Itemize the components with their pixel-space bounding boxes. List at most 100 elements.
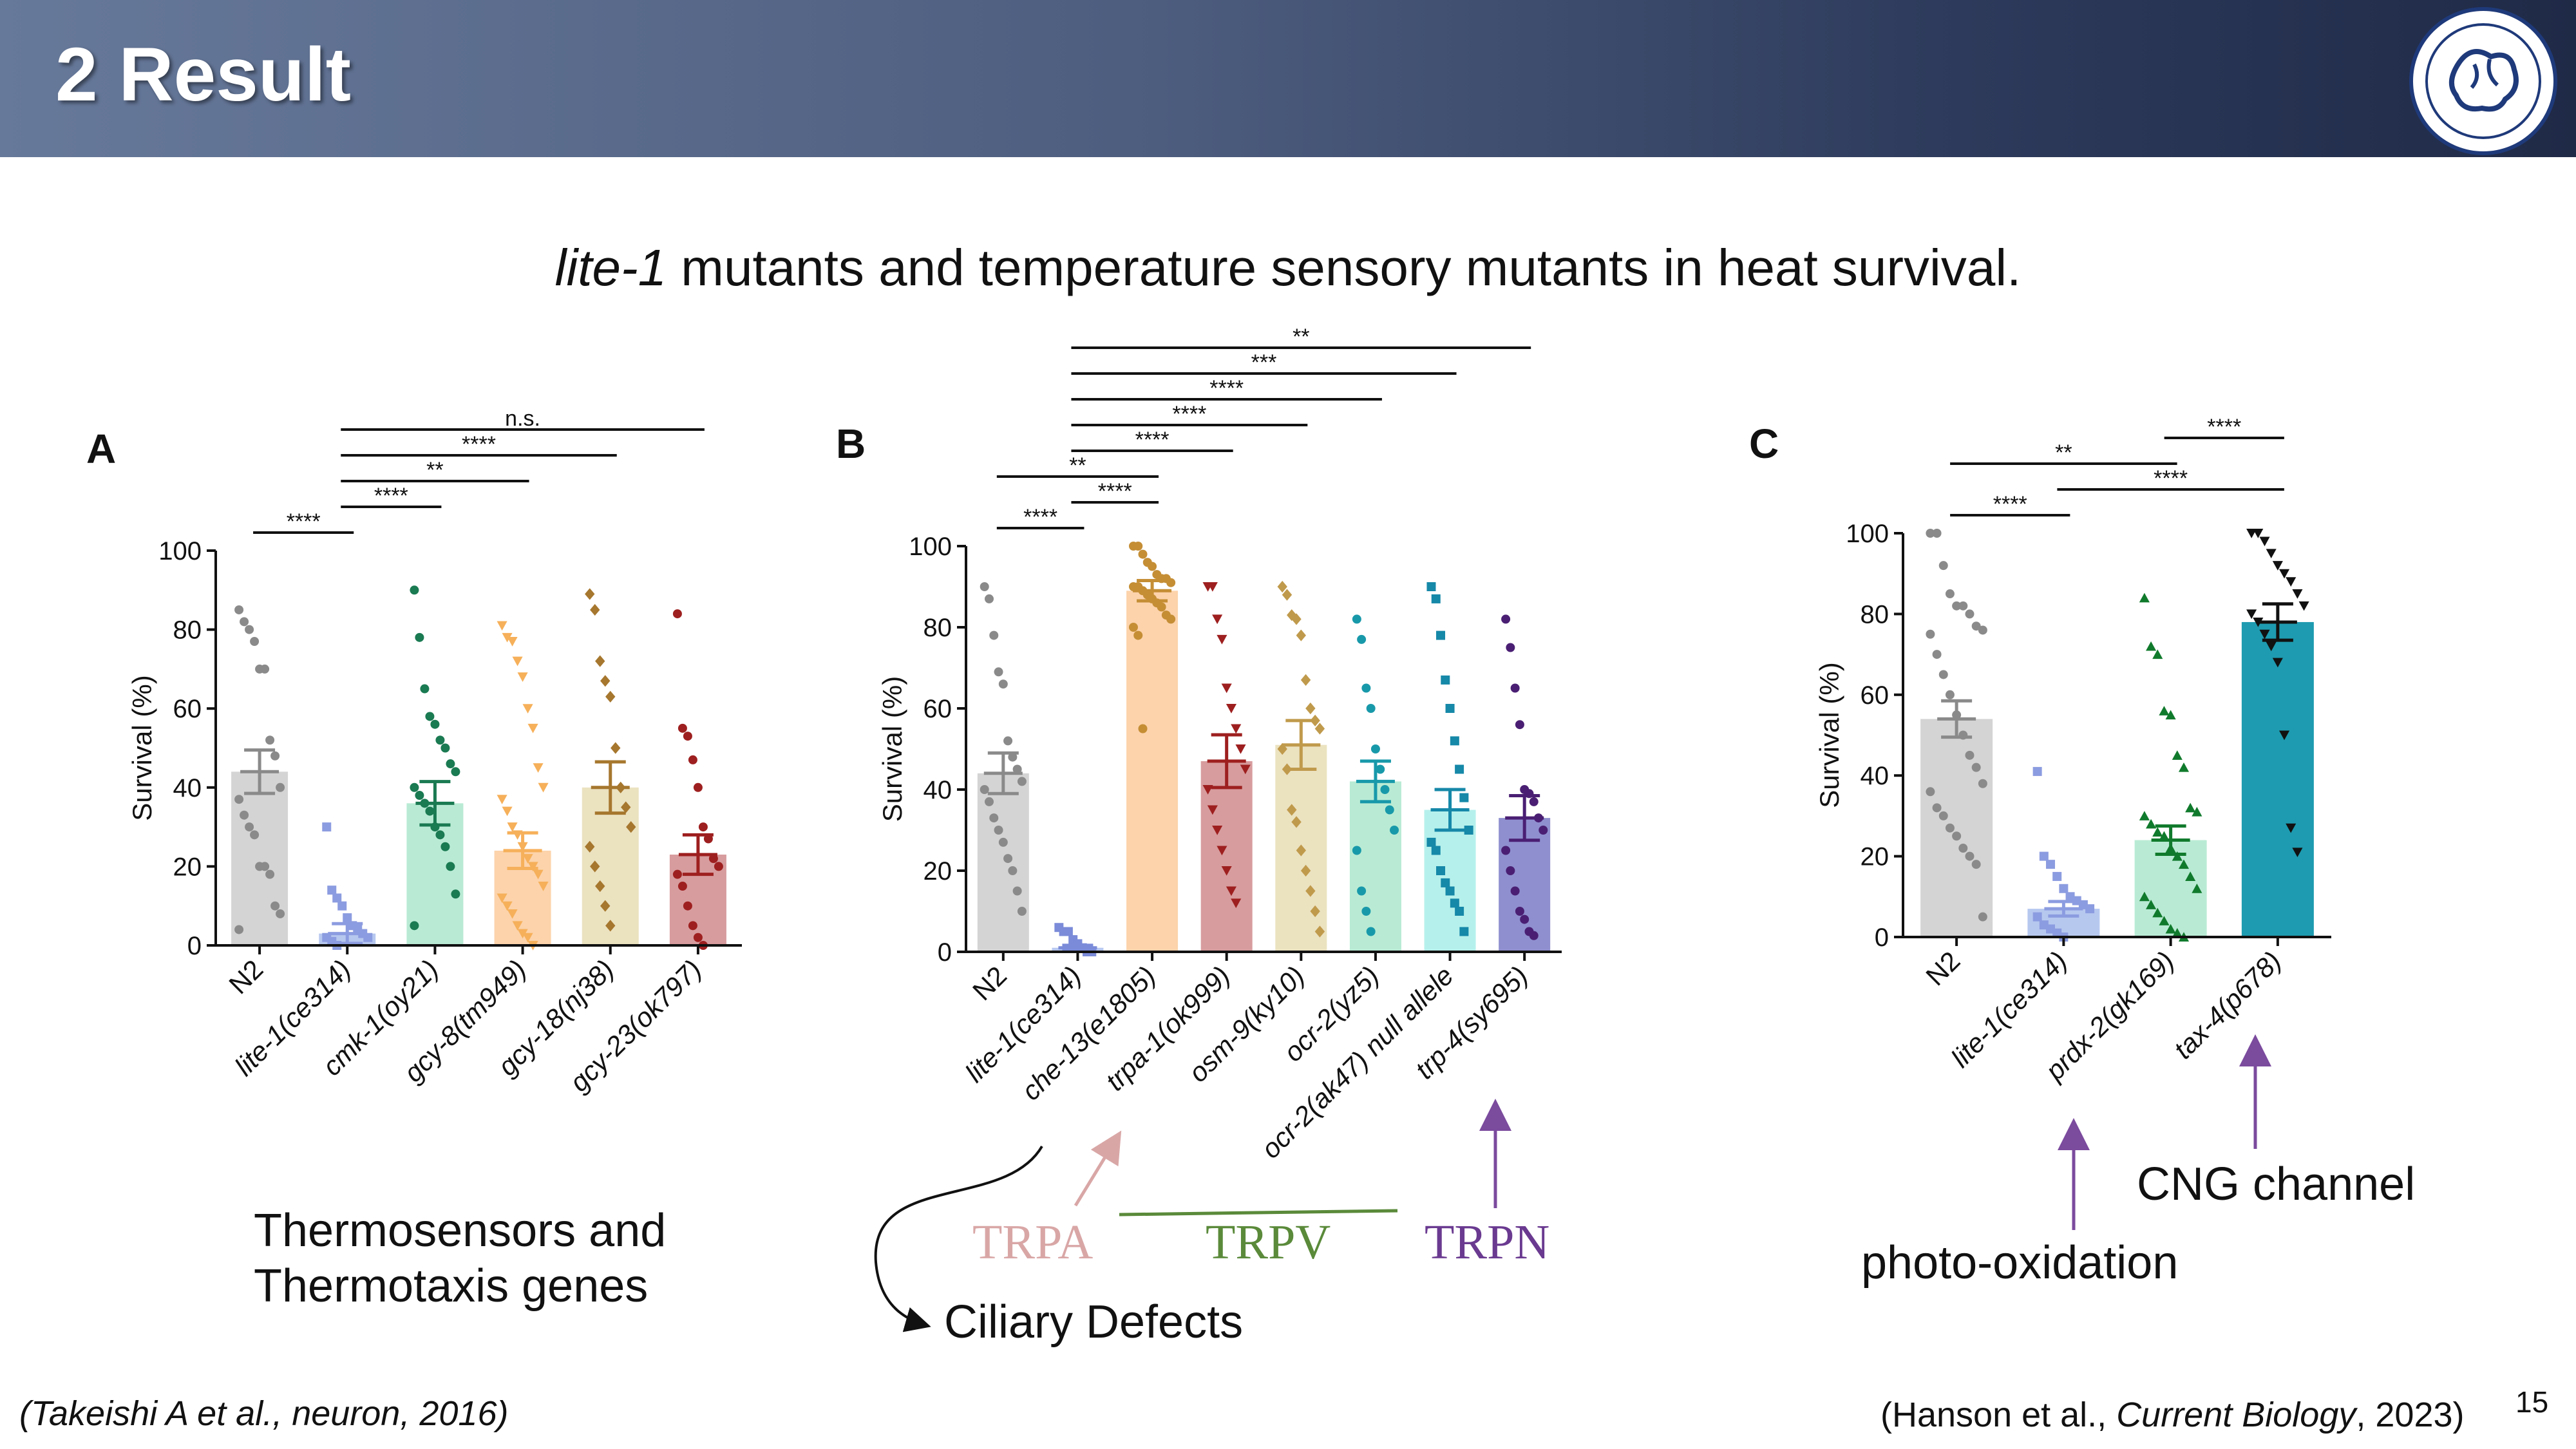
data-point [2032,766,2042,776]
data-point [250,830,260,840]
data-point [2039,851,2049,861]
data-point [1063,927,1073,936]
data-point [693,782,703,792]
data-point [415,632,424,642]
data-point [683,732,692,741]
bar-3 [1200,761,1253,952]
data-point [600,900,611,912]
significance-label: *** [1251,350,1277,375]
significance-label: **** [1209,376,1244,401]
data-point [1390,826,1399,835]
data-point [1300,674,1311,686]
data-point [626,821,636,833]
bar-5 [1349,781,1401,952]
data-point [677,723,687,733]
data-point [538,882,549,891]
data-point [2152,827,2163,837]
significance-label: **** [1098,479,1132,504]
data-point [1003,854,1013,864]
y-axis-label: Survival (%) [877,676,907,822]
y-tick-label: 0 [938,938,952,967]
data-point [2172,750,2183,760]
data-point [1221,683,1232,694]
data-point [1515,907,1524,916]
data-point [1138,724,1148,734]
y-tick-label: 40 [1861,762,1889,790]
data-point [2185,802,2196,813]
data-point [994,667,1003,677]
data-point [1958,844,1968,853]
data-point [1231,724,1242,734]
data-point [1166,578,1176,587]
data-point [688,755,697,764]
data-point [1426,837,1436,847]
y-tick-label: 20 [1861,843,1889,871]
data-point [2246,609,2257,620]
data-point [451,889,460,899]
data-point [440,842,450,851]
data-point [1277,580,1287,593]
data-point [2286,823,2297,833]
x-tick-label: N2 [967,960,1012,1006]
data-point [1352,846,1361,855]
y-tick-label: 60 [923,695,952,723]
data-point [245,625,254,634]
data-point [1370,744,1380,753]
data-point [2259,536,2270,547]
data-point [425,806,435,816]
significance-label: ** [1293,325,1309,349]
data-point [2159,916,2170,925]
data-point [1003,736,1013,746]
data-point [507,636,518,647]
data-point [322,822,332,832]
data-point [1296,844,1307,857]
bar-3 [2241,621,2314,937]
significance-label: **** [462,432,496,457]
trpa-arrow [1074,1130,1122,1207]
data-point [512,656,523,667]
data-point [276,909,285,918]
data-point [1012,764,1022,774]
data-point [502,632,513,643]
data-point [2046,860,2056,869]
data-point [260,862,270,871]
data-point [590,860,600,873]
data-point [683,901,692,911]
data-point [1965,609,1975,619]
data-point [2172,928,2183,938]
data-point [1305,702,1316,715]
data-point [1539,826,1548,835]
citation-right-journal: Current Biology [2116,1396,2356,1434]
data-point [984,797,994,806]
data-point [621,801,631,813]
panel-c-letter: C [1749,421,1779,467]
data-point [1938,670,1948,679]
data-point [984,594,994,603]
data-point [1932,803,1942,813]
data-point [240,617,249,627]
y-tick-label: 0 [1875,923,1889,952]
data-point [1971,762,1981,772]
data-point [265,735,275,745]
data-point [1385,805,1394,815]
data-point [1510,683,1520,693]
data-point [677,882,687,891]
data-point [240,810,249,820]
data-point [611,742,621,754]
data-point [2152,649,2163,659]
significance-label: **** [1023,505,1057,529]
data-point [1287,804,1297,816]
trpn-label: TRPN [1425,1215,1550,1269]
data-point [595,655,605,667]
data-point [1926,629,1935,639]
data-point [989,813,999,823]
data-point [1366,927,1376,936]
data-point [989,630,999,640]
y-axis-label: Survival (%) [1814,662,1844,808]
data-point [250,636,260,646]
data-point [435,735,445,745]
y-tick-label: 40 [173,774,202,802]
data-point [1441,878,1450,887]
data-point [2185,871,2196,881]
data-point [327,886,337,895]
